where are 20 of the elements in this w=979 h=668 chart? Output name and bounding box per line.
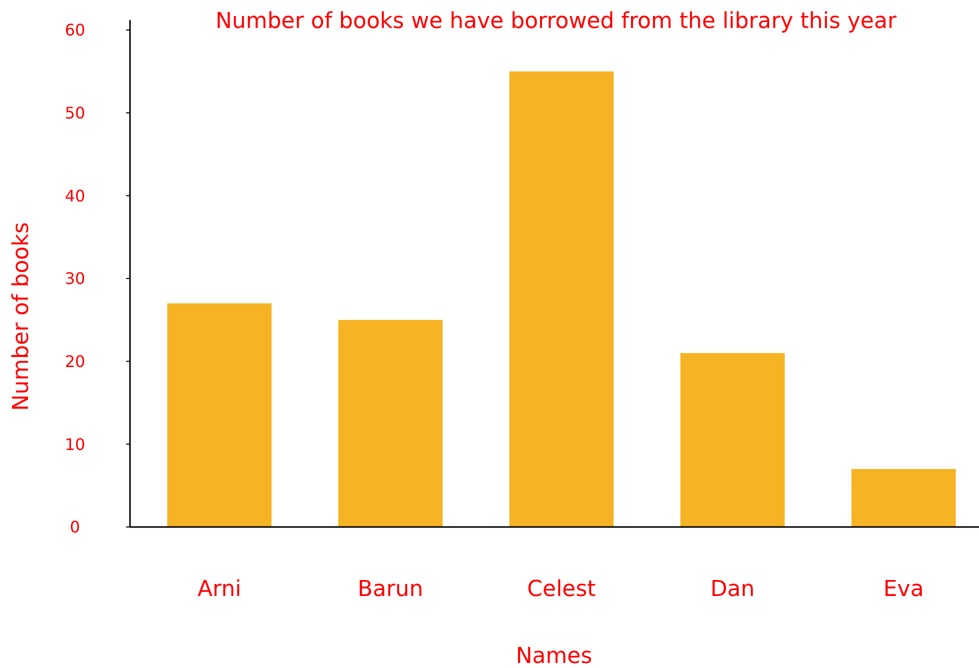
y-axis-title: Number of books [9,222,34,411]
x-tick-label: Dan [710,577,755,602]
y-tick-label: 40 [64,186,86,206]
y-tick-label: 20 [64,352,86,371]
y-tick-label: 0 [70,518,80,537]
bar [851,469,956,527]
x-axis-title: Names [516,644,592,668]
y-tick-label: 30 [64,269,86,288]
y-tick-label: 50 [64,103,86,122]
x-tick-label: Eva [883,577,924,602]
bar [680,353,785,527]
x-tick-label: Celest [527,577,596,602]
x-tick-label: Barun [358,577,424,602]
y-tick-label: 60 [64,20,86,40]
chart-title: Number of books we have borrowed from the library this year [215,9,898,34]
y-tick-label: 10 [64,434,86,454]
bar [509,71,614,527]
bar [167,303,272,527]
x-tick-label: Arni [198,577,242,602]
bar [338,320,443,527]
